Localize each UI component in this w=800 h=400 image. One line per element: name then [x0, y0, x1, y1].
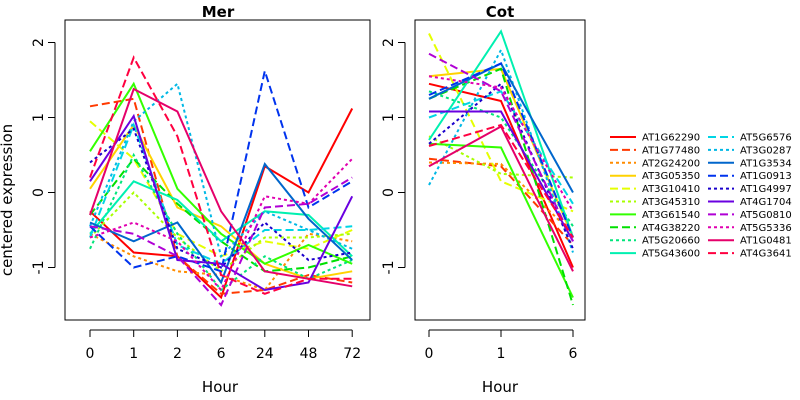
series-line-cot-at5g0810 — [428, 52, 574, 242]
legend-entry: AT3G61540 — [642, 210, 700, 221]
series-line-cot-at5g6576 — [428, 90, 574, 205]
series-line-cot-at4g1704 — [429, 110, 574, 242]
series-line-cot-at1g4997 — [428, 82, 574, 250]
legend-entry: AT1G4997 — [740, 184, 792, 195]
series-line-mer-at5g0810 — [89, 176, 353, 307]
series-line-cot-at5g20660 — [428, 90, 574, 227]
series-line-cot-at5g43600 — [428, 29, 574, 238]
series-line-mer-at1g3534 — [89, 161, 353, 285]
panel-cot: Cot Hour 0 1 6 -1 0 1 2 — [381, 3, 586, 396]
legend-entry: AT4G1704 — [740, 197, 792, 208]
series-line-mer-at1g0913 — [89, 67, 353, 273]
series-line-mer-at1g62290 — [89, 108, 354, 300]
series-line-mer-at1g4997 — [89, 127, 353, 269]
x-tick-label-mer: 6 — [217, 346, 226, 362]
y-axis-mer: -1 0 1 2 — [31, 38, 56, 275]
series-lines-cot — [428, 29, 574, 306]
y-tick-label-mer: -1 — [31, 261, 47, 275]
legend-entry: AT5G5336 — [740, 223, 792, 234]
x-tick-label-mer: 72 — [343, 346, 361, 362]
series-line-cot-at3g61540 — [428, 142, 574, 298]
x-axis-title-mer: Hour — [202, 378, 239, 396]
legend-entry: AT1G77480 — [642, 145, 700, 156]
legend-entry: AT4G3641 — [740, 249, 792, 260]
legend-entry: AT5G6576 — [740, 133, 792, 144]
series-line-mer-at5g20660 — [89, 152, 353, 292]
y-tick-label-mer: 0 — [31, 188, 47, 197]
series-line-cot-at5g5336 — [428, 75, 574, 212]
y-tick-label-cot: 2 — [381, 38, 397, 47]
legend-entry: AT1G62290 — [642, 133, 700, 144]
series-line-cot-at1g0913 — [428, 62, 574, 238]
legend-entry: AT1G0913 — [740, 171, 792, 182]
x-tick-label-mer: 0 — [86, 346, 95, 362]
panel-title-mer: Mer — [202, 3, 235, 21]
legend-entry: AT2G24200 — [642, 158, 700, 169]
panel-mer: Mer Hour centered expression 0 1 2 6 24 48 72 … — [0, 3, 371, 396]
legend-entry: AT1G0481 — [740, 236, 792, 247]
legend-entry: AT3G10410 — [642, 184, 700, 195]
panel-title-cot: Cot — [486, 3, 514, 21]
x-tick-label-cot: 6 — [569, 346, 578, 362]
legend-entry: AT3G0287 — [740, 145, 792, 156]
x-tick-label-cot: 1 — [497, 346, 506, 362]
series-line-mer-at4g3641 — [89, 55, 353, 295]
y-tick-label-mer: 2 — [31, 38, 47, 47]
series-line-mer-at4g1704 — [89, 113, 354, 292]
legend-entry: AT5G0810 — [740, 210, 792, 221]
legend-entry: AT4G38220 — [642, 223, 700, 234]
y-tick-label-cot: -1 — [381, 261, 397, 275]
x-tick-label-mer: 48 — [300, 346, 318, 362]
x-axis-cot: 0 1 6 — [425, 329, 578, 362]
legend-entry: AT3G05350 — [642, 171, 700, 182]
y-tick-label-cot: 1 — [381, 113, 397, 122]
x-tick-label-cot: 0 — [425, 346, 434, 362]
series-line-mer-at3g10410 — [89, 120, 353, 258]
series-lines-mer — [89, 55, 354, 307]
x-tick-label-mer: 24 — [256, 346, 274, 362]
series-line-mer-at5g5336 — [89, 158, 353, 292]
plot-frame-cot — [414, 19, 586, 321]
x-axis-mer: 0 1 2 6 24 48 72 — [86, 329, 361, 362]
plot-frame-mer — [64, 19, 371, 321]
series-line-mer-at3g0287 — [89, 81, 353, 259]
x-tick-label-mer: 2 — [173, 346, 182, 362]
legend-entry: AT5G20660 — [642, 236, 700, 247]
series-line-cot-at4g3641 — [428, 123, 574, 239]
legend-entry: AT5G43600 — [642, 249, 700, 260]
y-axis-cot: -1 0 1 2 — [381, 38, 406, 275]
series-line-mer-at1g77480 — [89, 97, 353, 295]
series-line-cot-at4g38220 — [428, 67, 574, 306]
series-line-mer-at4g38220 — [89, 157, 353, 273]
series-line-mer-at5g43600 — [89, 180, 353, 258]
series-line-mer-at5g6576 — [89, 122, 353, 265]
x-tick-label-mer: 1 — [129, 346, 138, 362]
series-line-cot-at3g10410 — [428, 33, 574, 213]
series-line-mer-at3g61540 — [89, 81, 353, 265]
x-axis-title-cot: Hour — [482, 378, 519, 396]
y-tick-label-cot: 0 — [381, 188, 397, 197]
y-tick-label-mer: 1 — [31, 113, 47, 122]
legend-entry: AT1G3534 — [740, 158, 792, 169]
y-axis-title: centered expression — [0, 124, 16, 276]
legend-entry: AT3G45310 — [642, 197, 700, 208]
series-line-cot-at2g24200 — [428, 161, 574, 235]
series-line-cot-at1g77480 — [428, 157, 574, 246]
